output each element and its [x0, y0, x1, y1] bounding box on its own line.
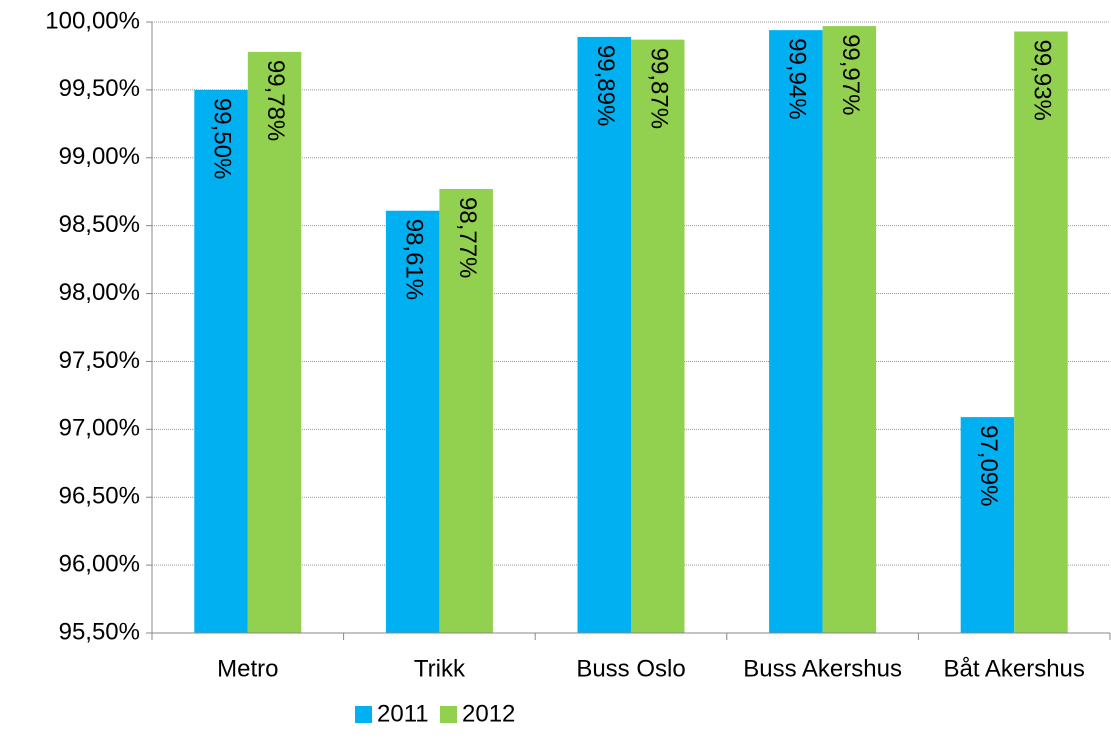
bar	[439, 189, 493, 634]
value-label: 99,78%	[262, 60, 289, 141]
y-tick-label: 95,50%	[59, 618, 140, 645]
value-label: 99,93%	[1029, 40, 1056, 121]
bar	[822, 26, 877, 633]
bar	[769, 30, 823, 633]
legend-label: 2012	[462, 700, 515, 727]
value-label: 99,94%	[784, 38, 811, 119]
y-tick-label: 100,00%	[45, 7, 140, 34]
value-label: 98,77%	[454, 197, 481, 278]
y-tick-label: 97,50%	[59, 347, 140, 374]
x-tick-label: Trikk	[414, 655, 466, 682]
y-tick-label: 99,00%	[59, 143, 140, 170]
legend-label: 2011	[377, 700, 429, 727]
y-tick-label: 99,50%	[59, 75, 140, 102]
y-tick-label: 97,00%	[59, 415, 140, 442]
value-label: 99,50%	[209, 98, 236, 179]
legend-swatch	[440, 706, 457, 723]
bar	[1014, 31, 1068, 633]
x-tick-label: Buss Oslo	[576, 655, 685, 682]
x-tick-label: Metro	[217, 655, 278, 682]
y-tick-label: 98,00%	[59, 279, 140, 306]
value-label: 99,97%	[837, 34, 864, 115]
x-tick-label: Buss Akershus	[743, 655, 902, 682]
bar	[960, 417, 1015, 633]
value-label: 99,89%	[592, 45, 619, 126]
value-label: 97,09%	[975, 425, 1002, 506]
legend-swatch	[355, 706, 372, 723]
value-label: 99,87%	[645, 48, 672, 129]
y-tick-label: 96,00%	[59, 550, 140, 577]
bar	[385, 210, 440, 633]
x-tick-label: Båt Akershus	[943, 655, 1084, 682]
bar	[194, 89, 248, 633]
y-tick-label: 98,50%	[59, 211, 140, 238]
value-label: 98,61%	[400, 219, 427, 300]
bar	[247, 51, 302, 634]
bar	[577, 36, 631, 634]
bar	[631, 39, 685, 633]
y-tick-label: 96,50%	[59, 483, 140, 510]
